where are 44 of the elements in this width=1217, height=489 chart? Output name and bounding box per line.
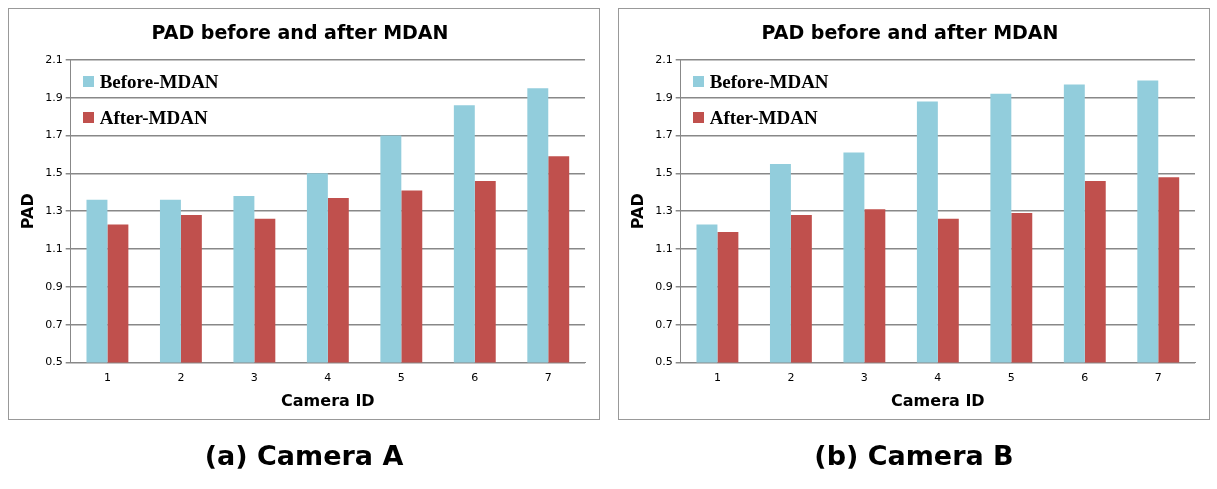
- y-axis-title: PAD: [17, 193, 37, 230]
- x-axis-title: Camera ID: [281, 390, 375, 410]
- y-tick-label: 1.5: [45, 166, 63, 180]
- legend-label: After-MDAN: [99, 106, 208, 129]
- x-tick-label: 7: [544, 371, 552, 385]
- y-tick-label: 2.1: [45, 52, 63, 66]
- x-tick-label: 1: [713, 371, 721, 385]
- y-tick-label: 0.9: [655, 279, 673, 293]
- chart-title: PAD before and after MDAN: [151, 21, 449, 44]
- text: (a) Camera A: [203, 440, 405, 471]
- y-tick-label: 1.9: [45, 90, 63, 104]
- y-tick-label: 1.7: [45, 128, 63, 142]
- x-axis-title: Camera ID: [891, 390, 985, 410]
- x-tick-label: 1: [103, 371, 111, 385]
- x-tick-label: 7: [1154, 371, 1162, 385]
- y-tick-label: 0.7: [45, 317, 63, 331]
- y-tick-label: 1.3: [45, 204, 63, 218]
- x-tick-label: 6: [471, 371, 479, 385]
- legend-label: Before-MDAN: [99, 70, 219, 93]
- x-tick-label: 5: [397, 371, 405, 385]
- x-tick-label: 5: [1007, 371, 1015, 385]
- y-axis-title: PAD: [627, 193, 647, 230]
- y-tick-label: 2.1: [655, 52, 673, 66]
- x-tick-label: 2: [787, 371, 795, 385]
- legend-label: After-MDAN: [709, 106, 818, 129]
- x-tick-label: 4: [934, 371, 942, 385]
- y-tick-label: 1.9: [655, 90, 673, 104]
- chart-title: PAD before and after MDAN: [761, 21, 1059, 44]
- y-tick-label: 0.9: [45, 279, 63, 293]
- x-tick-label: 2: [177, 371, 185, 385]
- y-tick-label: 0.5: [655, 355, 673, 369]
- y-tick-label: 1.3: [655, 204, 673, 218]
- y-tick-label: 0.5: [45, 355, 63, 369]
- x-tick-label: 4: [324, 371, 332, 385]
- x-tick-label: 3: [860, 371, 868, 385]
- legend-label: Before-MDAN: [709, 70, 829, 93]
- x-tick-label: 6: [1081, 371, 1089, 385]
- y-tick-label: 1.5: [655, 166, 673, 180]
- y-tick-label: 0.7: [655, 317, 673, 331]
- y-tick-label: 1.1: [655, 241, 673, 255]
- text: (b) Camera B: [813, 440, 1015, 471]
- x-tick-label: 3: [250, 371, 258, 385]
- y-tick-label: 1.7: [655, 128, 673, 142]
- y-tick-label: 1.1: [45, 241, 63, 255]
